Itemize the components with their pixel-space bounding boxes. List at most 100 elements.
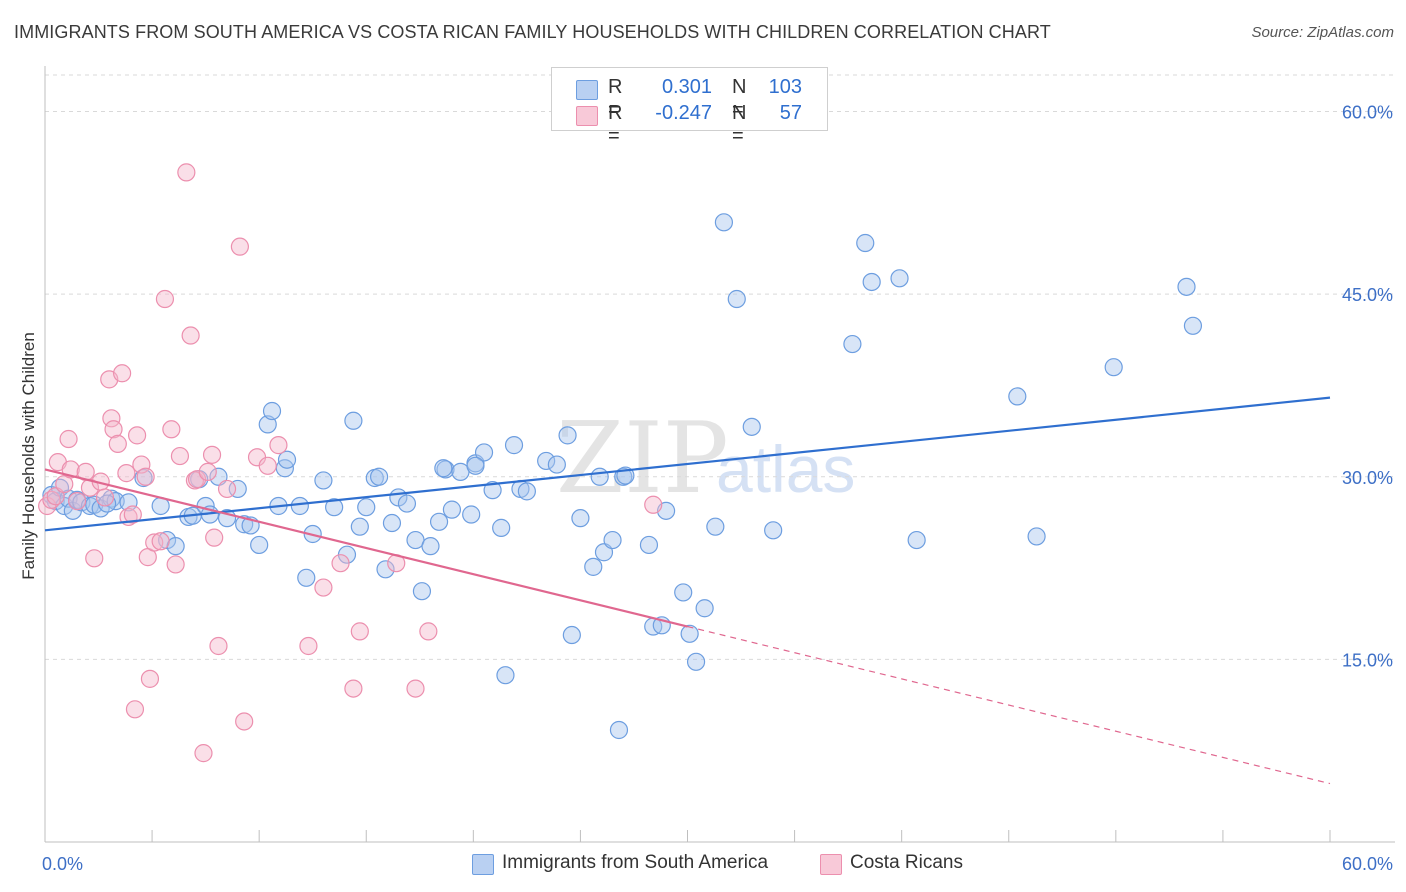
point-immigrants	[325, 498, 344, 517]
point-costa-ricans	[95, 488, 115, 507]
point-costa-ricans	[258, 456, 277, 475]
point-immigrants	[262, 401, 282, 421]
point-immigrants	[382, 513, 402, 533]
legend-swatch-blue	[472, 854, 494, 875]
point-immigrants	[504, 436, 524, 455]
legend-r-value: -0.247	[655, 102, 712, 124]
point-immigrants	[357, 498, 376, 517]
point-immigrants	[1027, 527, 1046, 546]
point-immigrants	[421, 537, 440, 556]
point-immigrants	[714, 213, 734, 232]
point-immigrants	[706, 517, 725, 536]
point-costa-ricans	[155, 289, 175, 309]
point-immigrants	[680, 624, 699, 643]
point-immigrants	[297, 568, 316, 587]
point-immigrants	[376, 560, 395, 579]
point-costa-ricans	[331, 554, 350, 573]
point-costa-ricans	[344, 679, 363, 698]
point-costa-ricans	[205, 528, 224, 547]
point-immigrants	[397, 494, 417, 513]
point-costa-ricans	[125, 700, 145, 719]
watermark: ZIP atlas	[556, 402, 855, 516]
point-immigrants	[1008, 387, 1027, 406]
point-immigrants	[442, 500, 462, 519]
legend-r-value: 0.301	[661, 76, 712, 98]
y-tick-label: 45.0%	[1342, 285, 1393, 305]
legend-label-costa-ricans: Costa Ricans	[850, 852, 963, 873]
legend-swatch-pink	[576, 106, 598, 126]
point-immigrants	[370, 467, 389, 486]
point-costa-ricans	[80, 478, 100, 497]
point-costa-ricans	[145, 533, 164, 552]
point-costa-ricans	[314, 578, 333, 597]
legend-r-label: R =	[608, 102, 623, 147]
point-immigrants	[742, 417, 761, 436]
source-label: Source: ZipAtlas.com	[1251, 24, 1394, 41]
legend-n-label: N =	[732, 76, 747, 121]
point-immigrants	[492, 518, 511, 537]
point-immigrants	[517, 482, 536, 501]
point-immigrants	[764, 521, 783, 540]
series-legend: Immigrants from South America Costa Rica…	[0, 852, 1406, 878]
point-costa-ricans	[202, 445, 222, 464]
trend-line-costa-ricans-dashed	[687, 625, 1331, 785]
point-immigrants	[350, 517, 369, 536]
point-immigrants	[474, 443, 494, 462]
point-costa-ricans	[198, 462, 217, 481]
point-immigrants	[843, 334, 862, 354]
legend-n-value: 57	[779, 102, 802, 124]
point-costa-ricans	[162, 420, 181, 439]
point-immigrants	[890, 269, 909, 288]
point-immigrants	[466, 456, 485, 475]
point-costa-ricans	[140, 669, 160, 688]
legend-label-immigrants: Immigrants from South America	[502, 852, 769, 873]
point-costa-ricans	[181, 326, 200, 345]
point-immigrants	[290, 496, 309, 516]
point-costa-ricans	[187, 470, 207, 489]
point-immigrants	[462, 505, 481, 524]
point-immigrants	[314, 471, 333, 490]
point-immigrants	[727, 289, 746, 309]
series-costa-ricans	[38, 163, 663, 763]
point-costa-ricans	[230, 237, 249, 256]
point-costa-ricans	[108, 434, 127, 453]
point-immigrants	[686, 652, 706, 671]
correlation-legend: R = 0.301 N = 103 R = -0.247 N = 57	[551, 67, 828, 147]
point-costa-ricans	[194, 744, 213, 763]
point-immigrants	[862, 272, 881, 292]
point-immigrants	[562, 625, 581, 645]
point-immigrants	[228, 479, 247, 499]
point-costa-ricans	[170, 446, 190, 466]
trend-line-costa-ricans	[44, 468, 688, 628]
point-costa-ricans	[104, 420, 123, 439]
axes	[44, 66, 1395, 843]
point-immigrants	[429, 512, 449, 531]
legend-n-label: N =	[732, 102, 747, 147]
x-tick-label-min: 0.0%	[42, 854, 83, 874]
point-immigrants	[674, 583, 693, 602]
point-immigrants	[571, 509, 590, 528]
point-costa-ricans	[177, 163, 196, 182]
point-immigrants	[558, 426, 577, 445]
point-immigrants	[1183, 316, 1203, 335]
point-costa-ricans	[85, 549, 104, 568]
trend-line-immigrants	[44, 396, 1331, 532]
point-costa-ricans	[299, 636, 318, 656]
point-costa-ricans	[136, 467, 155, 486]
point-immigrants	[483, 481, 502, 500]
point-immigrants	[856, 233, 875, 253]
y-tick-label: 15.0%	[1342, 650, 1393, 670]
point-immigrants	[412, 582, 432, 601]
point-costa-ricans	[123, 505, 142, 524]
point-costa-ricans	[117, 464, 136, 483]
chart-title: IMMIGRANTS FROM SOUTH AMERICA VS COSTA R…	[14, 22, 1051, 42]
grid	[45, 74, 1395, 660]
y-tick-label: 30.0%	[1342, 468, 1393, 488]
legend-swatch-blue	[576, 80, 598, 100]
point-costa-ricans	[68, 492, 87, 511]
point-immigrants	[1104, 358, 1123, 377]
y-axis-label: Family Households with Children	[19, 332, 38, 580]
point-immigrants	[496, 666, 515, 685]
point-immigrants	[537, 451, 556, 471]
